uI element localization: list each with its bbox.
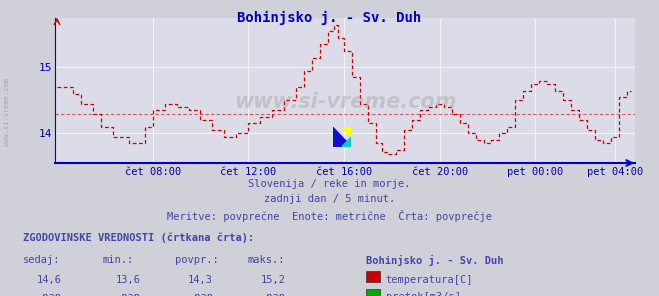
- Text: Slovenija / reke in morje.: Slovenija / reke in morje.: [248, 179, 411, 189]
- Polygon shape: [342, 127, 351, 137]
- Text: temperatura[C]: temperatura[C]: [386, 275, 473, 285]
- Text: 14,3: 14,3: [188, 275, 213, 285]
- Text: -nan: -nan: [115, 292, 140, 296]
- Text: -nan: -nan: [260, 292, 285, 296]
- Text: povpr.:: povpr.:: [175, 255, 218, 265]
- Polygon shape: [342, 137, 351, 147]
- Text: 15,2: 15,2: [260, 275, 285, 285]
- Text: sedaj:: sedaj:: [23, 255, 61, 265]
- Text: maks.:: maks.:: [247, 255, 285, 265]
- Text: pretok[m3/s]: pretok[m3/s]: [386, 292, 461, 296]
- Text: zadnji dan / 5 minut.: zadnji dan / 5 minut.: [264, 194, 395, 205]
- Text: www.si-vreme.com: www.si-vreme.com: [4, 78, 11, 147]
- Polygon shape: [333, 127, 351, 147]
- Text: Bohinjsko j. - Sv. Duh: Bohinjsko j. - Sv. Duh: [237, 10, 422, 25]
- Text: Bohinjsko j. - Sv. Duh: Bohinjsko j. - Sv. Duh: [366, 255, 503, 266]
- Text: www.si-vreme.com: www.si-vreme.com: [234, 92, 456, 112]
- Text: 13,6: 13,6: [115, 275, 140, 285]
- Text: -nan: -nan: [36, 292, 61, 296]
- Text: 14,6: 14,6: [36, 275, 61, 285]
- Text: min.:: min.:: [102, 255, 133, 265]
- Text: -nan: -nan: [188, 292, 213, 296]
- Text: ZGODOVINSKE VREDNOSTI (črtkana črta):: ZGODOVINSKE VREDNOSTI (črtkana črta):: [23, 232, 254, 243]
- Text: Meritve: povprečne  Enote: metrične  Črta: povprečje: Meritve: povprečne Enote: metrične Črta:…: [167, 210, 492, 222]
